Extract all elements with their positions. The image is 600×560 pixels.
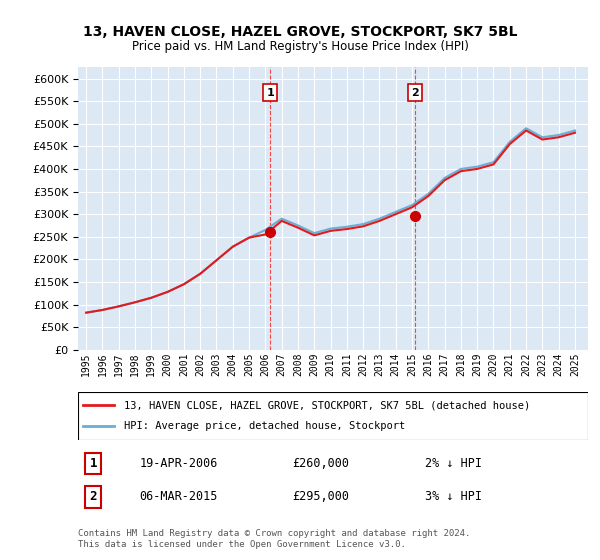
Text: £295,000: £295,000 [292, 491, 349, 503]
Text: HPI: Average price, detached house, Stockport: HPI: Average price, detached house, Stoc… [124, 421, 405, 431]
Text: 13, HAVEN CLOSE, HAZEL GROVE, STOCKPORT, SK7 5BL (detached house): 13, HAVEN CLOSE, HAZEL GROVE, STOCKPORT,… [124, 400, 530, 410]
Text: 13, HAVEN CLOSE, HAZEL GROVE, STOCKPORT, SK7 5BL: 13, HAVEN CLOSE, HAZEL GROVE, STOCKPORT,… [83, 25, 517, 39]
Text: Contains HM Land Registry data © Crown copyright and database right 2024.
This d: Contains HM Land Registry data © Crown c… [78, 529, 470, 549]
Text: 06-MAR-2015: 06-MAR-2015 [139, 491, 218, 503]
Text: 19-APR-2006: 19-APR-2006 [139, 457, 218, 470]
Text: Price paid vs. HM Land Registry's House Price Index (HPI): Price paid vs. HM Land Registry's House … [131, 40, 469, 53]
Text: 3% ↓ HPI: 3% ↓ HPI [425, 491, 482, 503]
Text: 2% ↓ HPI: 2% ↓ HPI [425, 457, 482, 470]
Text: 1: 1 [266, 87, 274, 97]
Text: 1: 1 [89, 457, 97, 470]
Text: 2: 2 [411, 87, 419, 97]
Text: £260,000: £260,000 [292, 457, 349, 470]
Text: 2: 2 [89, 491, 97, 503]
